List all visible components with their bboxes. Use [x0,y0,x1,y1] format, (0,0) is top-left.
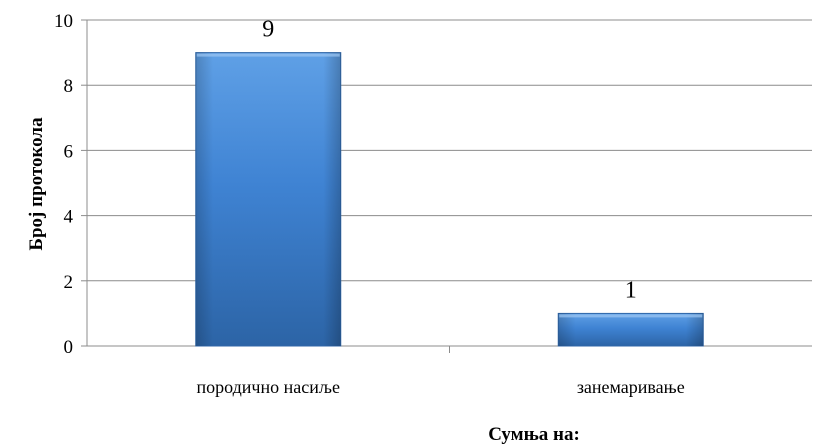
bar-shade [558,313,704,346]
category-label: занемаривање [577,377,685,397]
data-label: 9 [262,17,274,43]
axes [81,19,812,353]
bars [195,52,704,347]
y-tick-label: 6 [64,141,74,162]
category-label: породично насиље [197,377,340,397]
y-tick-label: 8 [64,76,74,97]
bar-shade [195,52,341,346]
y-tick-label: 10 [54,11,73,32]
bar-highlight [196,53,340,57]
y-axis-title: Број протокола [26,117,47,251]
labels: 0 2 4 6 8 10 9 породично насиље 1 занемаривање [54,11,685,397]
x-axis-title: Сумња на: [488,424,580,445]
y-tick-label: 2 [64,272,74,293]
bar-highlight [559,314,703,318]
y-tick-label: 0 [64,337,74,358]
data-label: 1 [625,277,637,303]
y-tick-label: 4 [64,207,74,228]
